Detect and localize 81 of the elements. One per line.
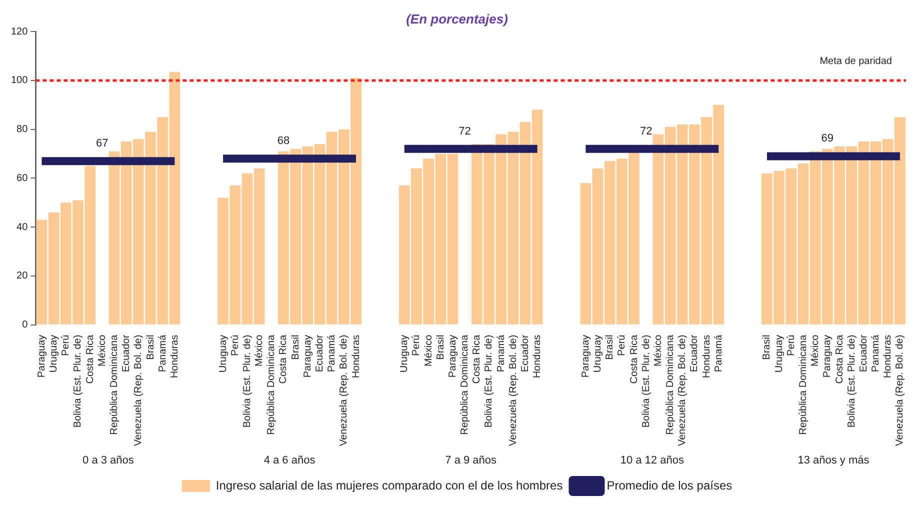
x-tick-label: Costa Rica bbox=[84, 334, 96, 384]
x-tick-label: Costa Rica bbox=[834, 334, 846, 384]
x-tick-label: Bolivia (Est. Plur. de) bbox=[242, 334, 253, 428]
x-tick-label: Perú bbox=[411, 334, 422, 356]
x-tick-label: Ecuador bbox=[689, 334, 700, 372]
y-tick-label: 0 bbox=[22, 320, 28, 331]
x-tick-label: Venezuela (Rep. Bol. de) bbox=[677, 334, 688, 446]
legend-label: Ingreso salarial de las mujeres comparado con el de los hombres bbox=[216, 478, 563, 492]
y-tick-label: 20 bbox=[16, 270, 28, 282]
x-tick-label: Uruguay bbox=[399, 334, 410, 373]
x-tick-label: Venezuela (Rep. Bol. de) bbox=[894, 334, 906, 446]
x-tick-label: República Dominicana bbox=[109, 334, 120, 435]
x-tick-label: Ecuador bbox=[520, 334, 531, 372]
x-tick-label: Brasil bbox=[762, 334, 773, 360]
x-tick-label: Ecuador bbox=[314, 334, 326, 372]
x-tick-label: Panamá bbox=[157, 334, 168, 372]
data-label: 67 bbox=[96, 138, 108, 150]
text: 4 a 6 años bbox=[264, 454, 316, 467]
x-tick-label: Ecuador bbox=[858, 334, 870, 372]
x-tick-label: Honduras bbox=[350, 334, 362, 378]
x-tick-label: Uruguay bbox=[592, 334, 604, 373]
data-label: 72 bbox=[640, 125, 652, 138]
x-tick-label: Uruguay bbox=[48, 334, 60, 373]
x-tick-label: Bolivia (Est. Plur. de) bbox=[846, 334, 858, 428]
x-tick-label: Costa Rica bbox=[628, 334, 640, 384]
x-tick-label: Brasil bbox=[145, 334, 156, 360]
x-tick-label: Uruguay bbox=[218, 334, 229, 373]
y-tick-label: 120 bbox=[10, 26, 28, 38]
ref-line-label: Meta de paridad bbox=[820, 56, 892, 68]
x-tick-label: Ecuador bbox=[121, 334, 132, 372]
y-tick-label: 80 bbox=[16, 124, 28, 136]
y-tick-label: 40 bbox=[16, 222, 28, 233]
text: 13 años y más bbox=[798, 454, 870, 467]
x-tick-label: Brasil bbox=[604, 334, 616, 360]
x-tick-label: Bolivia (Est. Plur. de) bbox=[72, 334, 84, 428]
y-tick-label: 60 bbox=[16, 172, 28, 184]
x-tick-label: Paraguay bbox=[447, 334, 458, 378]
x-tick-label: Brasil bbox=[435, 334, 446, 360]
x-tick-label: República Dominicana bbox=[266, 334, 278, 435]
legend-label: Promedio de los países bbox=[606, 478, 732, 492]
y-tick-label: 100 bbox=[10, 75, 28, 86]
x-tick-label: Venezuela (Rep. Bol. de) bbox=[133, 334, 144, 446]
x-tick-label: Venezuela (Rep. Bol. de) bbox=[338, 334, 350, 446]
x-tick-label: Paraguay bbox=[822, 334, 834, 378]
x-tick-label: Honduras bbox=[169, 334, 180, 378]
x-tick-label: México bbox=[96, 334, 108, 367]
text: 0 a 3 años bbox=[82, 454, 134, 467]
x-tick-label: Honduras bbox=[882, 334, 894, 378]
x-tick-label: Paraguay bbox=[36, 334, 48, 378]
x-tick-label: Honduras bbox=[532, 334, 544, 378]
x-tick-label: Panamá bbox=[496, 334, 507, 372]
x-tick-label: México bbox=[810, 334, 822, 367]
data-label: 68 bbox=[277, 135, 290, 148]
x-tick-label: Uruguay bbox=[774, 334, 785, 373]
data-label: 72 bbox=[458, 125, 471, 138]
x-tick-label: Brasil bbox=[290, 334, 302, 360]
x-tick-label: Panamá bbox=[870, 334, 882, 372]
x-tick-label: Bolivia (Est. Plur. de) bbox=[640, 334, 652, 428]
x-tick-label: Costa Rica bbox=[278, 334, 290, 384]
x-tick-label: México bbox=[652, 334, 664, 367]
x-tick-label: Perú bbox=[786, 334, 797, 356]
x-tick-label: Perú bbox=[60, 334, 72, 356]
x-tick-label: República Dominicana bbox=[798, 334, 809, 435]
text: 10 a 12 años bbox=[620, 454, 684, 467]
x-tick-label: Costa Rica bbox=[472, 334, 483, 384]
x-tick-label: Venezuela (Rep. Bol. de) bbox=[508, 334, 519, 446]
x-tick-label: Panamá bbox=[326, 334, 338, 372]
x-tick-label: Paraguay bbox=[302, 334, 314, 378]
x-tick-label: México bbox=[423, 334, 434, 367]
x-tick-label: Perú bbox=[616, 334, 628, 356]
x-tick-label: Perú bbox=[230, 334, 241, 356]
x-tick-label: Panamá bbox=[713, 334, 724, 372]
chart-title: (En porcentajes) bbox=[406, 11, 508, 26]
x-tick-label: República Dominicana bbox=[665, 334, 676, 435]
x-tick-label: México bbox=[254, 334, 266, 367]
data-label: 69 bbox=[821, 132, 834, 145]
x-tick-label: República Dominicana bbox=[460, 334, 471, 435]
text: 7 a 9 años bbox=[445, 454, 498, 467]
x-tick-label: Paraguay bbox=[580, 334, 592, 378]
x-tick-label: Bolivia (Est. Plur. de) bbox=[484, 334, 495, 428]
x-tick-label: Honduras bbox=[701, 334, 712, 378]
